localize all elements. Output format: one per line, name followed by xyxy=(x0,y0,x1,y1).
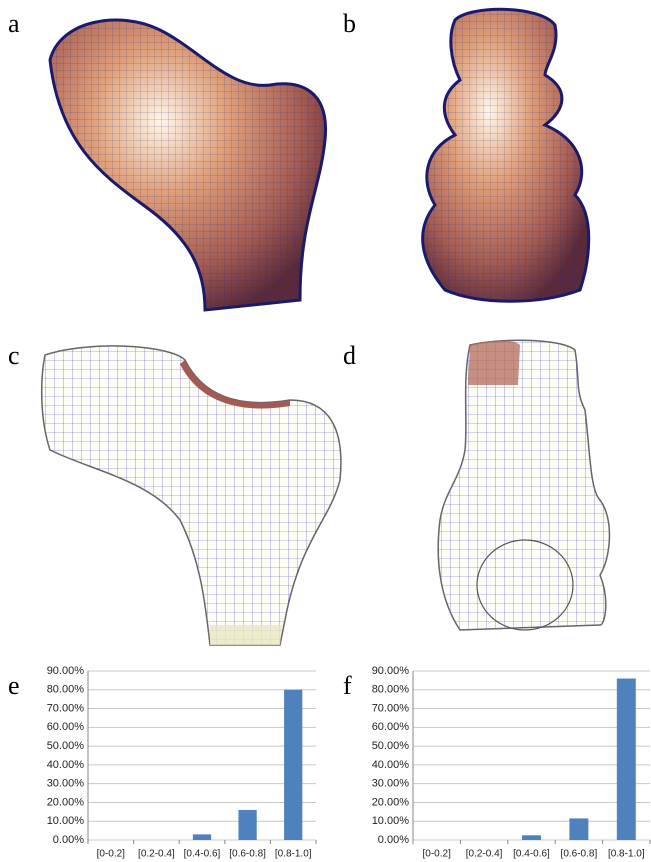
x-tick-label: [0.6-0.8] xyxy=(561,849,598,860)
panel-label: a xyxy=(8,9,20,38)
bar xyxy=(569,818,588,840)
y-tick-label: 10.00% xyxy=(47,815,85,827)
x-tick-label: [0.4-0.6] xyxy=(184,849,221,860)
y-tick-label: 60.00% xyxy=(47,721,85,733)
y-tick-label: 80.00% xyxy=(47,684,85,696)
y-tick-label: 90.00% xyxy=(47,665,85,677)
y-tick-label: 40.00% xyxy=(372,759,410,771)
y-tick-label: 40.00% xyxy=(47,759,85,771)
y-tick-label: 30.00% xyxy=(47,778,85,790)
x-tick-label: [0.6-0.8] xyxy=(229,849,266,860)
bar xyxy=(522,835,541,840)
x-tick-label: [0.2-0.4] xyxy=(466,849,503,860)
bar xyxy=(284,690,302,840)
y-tick-label: 0.00% xyxy=(378,834,409,846)
x-tick-label: [0.8-1.0] xyxy=(608,849,645,860)
y-tick-label: 70.00% xyxy=(47,702,85,714)
y-tick-label: 10.00% xyxy=(372,815,410,827)
panel-label: d xyxy=(343,341,356,370)
mesh-a xyxy=(50,20,326,310)
x-tick-label: [0.2-0.4] xyxy=(138,849,175,860)
y-tick-label: 30.00% xyxy=(372,778,410,790)
y-tick-label: 70.00% xyxy=(372,702,410,714)
bar xyxy=(193,834,211,840)
panel-label: c xyxy=(8,341,20,370)
x-tick-label: [0-0.2] xyxy=(423,849,452,860)
y-tick-label: 80.00% xyxy=(372,684,410,696)
panel-label: b xyxy=(343,9,356,38)
panel-label: e xyxy=(8,671,20,700)
bar xyxy=(238,810,256,840)
figure: a b c d e 0.00% 10.00% 20.00% 30.00% 40.00% 50… xyxy=(0,0,651,862)
y-tick-label: 90.00% xyxy=(372,665,410,677)
x-tick-label: [0.8-1.0] xyxy=(275,849,312,860)
y-tick-label: 20.00% xyxy=(47,796,85,808)
x-tick-label: [0.4-0.6] xyxy=(513,849,550,860)
y-tick-label: 50.00% xyxy=(47,740,85,752)
y-tick-label: 60.00% xyxy=(372,721,410,733)
mesh-c xyxy=(42,346,341,645)
x-tick-label: [0-0.2] xyxy=(97,849,126,860)
mesh-b xyxy=(423,9,589,301)
panel-label: f xyxy=(343,671,352,700)
mesh-d xyxy=(438,340,609,630)
y-tick-label: 50.00% xyxy=(372,740,410,752)
y-tick-label: 0.00% xyxy=(53,834,84,846)
bar xyxy=(617,679,636,840)
y-tick-label: 20.00% xyxy=(372,796,410,808)
